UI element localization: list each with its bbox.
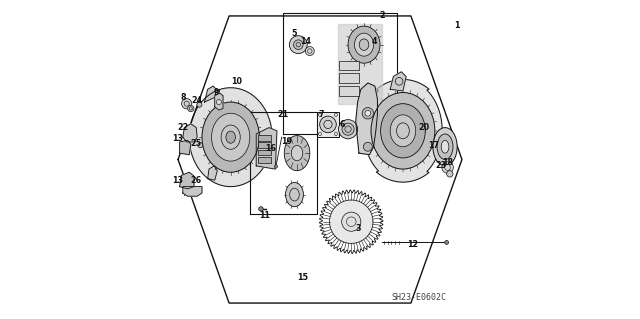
Circle shape <box>339 120 358 139</box>
Text: 11: 11 <box>260 211 271 220</box>
Polygon shape <box>390 72 406 91</box>
Ellipse shape <box>441 140 449 153</box>
Text: 24: 24 <box>191 96 203 105</box>
Circle shape <box>320 116 336 133</box>
Bar <box>339 86 359 96</box>
Circle shape <box>216 100 221 105</box>
Text: 9: 9 <box>214 88 219 97</box>
Bar <box>317 112 339 137</box>
Text: 17: 17 <box>428 141 439 150</box>
Circle shape <box>419 128 425 134</box>
Ellipse shape <box>359 39 369 50</box>
Polygon shape <box>180 172 194 189</box>
Text: 18: 18 <box>442 158 453 167</box>
Text: 1: 1 <box>454 21 460 30</box>
Text: 14: 14 <box>300 37 311 46</box>
Text: 15: 15 <box>297 273 308 282</box>
Polygon shape <box>208 166 218 180</box>
Ellipse shape <box>291 145 303 161</box>
Text: 12: 12 <box>407 240 418 249</box>
Circle shape <box>447 171 453 177</box>
Text: SH23-E0602C: SH23-E0602C <box>392 293 446 302</box>
Text: 13: 13 <box>173 176 184 185</box>
Ellipse shape <box>381 104 425 158</box>
Circle shape <box>198 143 203 148</box>
Text: 10: 10 <box>232 77 243 86</box>
Ellipse shape <box>285 182 303 207</box>
Circle shape <box>305 47 314 56</box>
Text: 4: 4 <box>371 37 377 46</box>
Circle shape <box>259 207 263 211</box>
Ellipse shape <box>355 33 374 56</box>
Ellipse shape <box>212 113 250 161</box>
Circle shape <box>289 36 307 54</box>
Text: 5: 5 <box>292 29 297 38</box>
Text: 23: 23 <box>435 161 446 170</box>
Ellipse shape <box>226 131 236 143</box>
Circle shape <box>182 99 192 109</box>
Circle shape <box>442 162 453 173</box>
Text: 21: 21 <box>278 110 289 119</box>
Polygon shape <box>180 140 191 155</box>
Bar <box>258 150 271 155</box>
Circle shape <box>362 108 374 119</box>
Text: 26: 26 <box>191 176 202 185</box>
Polygon shape <box>364 79 442 182</box>
Text: 16: 16 <box>265 144 276 153</box>
Polygon shape <box>356 83 378 155</box>
Circle shape <box>365 110 371 116</box>
Text: 7: 7 <box>319 110 324 119</box>
Circle shape <box>364 142 372 151</box>
Text: 6: 6 <box>340 120 345 129</box>
Bar <box>258 135 271 141</box>
Ellipse shape <box>284 136 310 171</box>
Polygon shape <box>205 86 216 102</box>
Bar <box>339 61 359 70</box>
Ellipse shape <box>348 26 380 63</box>
Circle shape <box>188 105 194 112</box>
Bar <box>339 73 359 83</box>
Circle shape <box>342 123 354 135</box>
Polygon shape <box>330 200 373 243</box>
Circle shape <box>294 40 303 49</box>
Polygon shape <box>215 93 223 110</box>
Polygon shape <box>183 124 197 142</box>
Text: 20: 20 <box>418 123 429 132</box>
Polygon shape <box>189 88 272 187</box>
Ellipse shape <box>371 93 435 169</box>
Ellipse shape <box>437 134 453 160</box>
Polygon shape <box>337 24 382 104</box>
Ellipse shape <box>202 102 259 172</box>
Polygon shape <box>183 187 202 196</box>
Text: 3: 3 <box>356 224 361 233</box>
Text: 22: 22 <box>178 123 189 132</box>
Polygon shape <box>256 128 277 169</box>
Circle shape <box>342 212 361 231</box>
Text: 19: 19 <box>281 137 292 146</box>
Text: 13: 13 <box>173 134 184 143</box>
Bar <box>258 142 271 148</box>
Circle shape <box>275 165 278 168</box>
Ellipse shape <box>390 115 416 147</box>
Ellipse shape <box>433 128 457 166</box>
Circle shape <box>197 102 202 107</box>
Text: 2: 2 <box>380 11 385 20</box>
Circle shape <box>445 241 449 244</box>
Text: 8: 8 <box>180 93 186 102</box>
Bar <box>258 157 271 163</box>
Text: 25: 25 <box>191 139 202 148</box>
